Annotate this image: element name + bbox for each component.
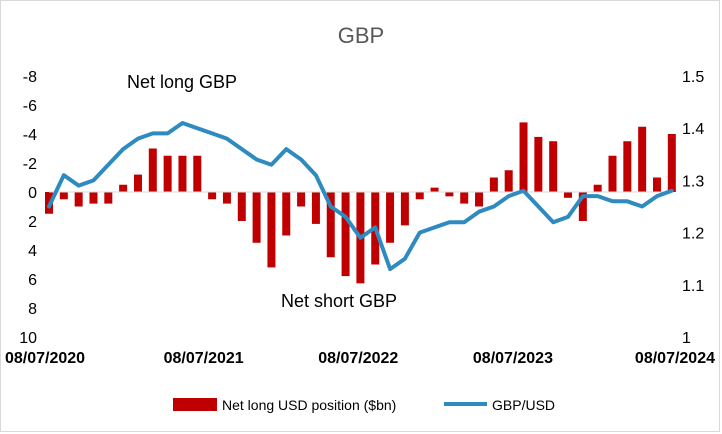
usd-position-bar [578,192,587,221]
usd-position-bar [638,126,647,192]
left-axis-tick-label: -4 [23,127,37,144]
usd-position-bar [519,122,528,192]
left-axis-tick-label: 10 [19,330,37,347]
right-axis-tick-label: 1.4 [682,121,704,138]
x-axis-ticks: 08/07/2020 08/07/2021 08/07/2022 08/07/2023… [5,350,715,367]
left-axis-tick-label: -8 [23,69,37,86]
annotation-net-long-gbp: Net long GBP [127,72,237,92]
usd-position-bar [74,192,83,207]
left-axis-tick-label: 2 [28,214,37,231]
usd-position-bar [148,148,157,192]
usd-position-bar [430,187,439,192]
left-axis-tick-label: -2 [23,156,37,173]
usd-position-bar [326,192,335,258]
legend-bar-label: Net long USD position ($bn) [222,397,396,413]
right-axis-tick-label: 1.3 [682,173,704,190]
usd-position-bar [104,192,113,204]
usd-position-bar [667,134,676,192]
usd-position-bar [237,192,246,221]
right-axis-tick-label: 1.5 [682,69,704,86]
left-axis-tick-label: 4 [28,243,37,260]
usd-position-bar [400,192,409,226]
usd-position-bar [623,141,632,192]
right-axis-ticks: 1.5 1.4 1.3 1.2 1.1 1 [682,69,704,347]
right-axis-tick-label: 1 [682,330,691,347]
right-axis-tick-label: 1.1 [682,278,704,295]
usd-position-bar [252,192,261,243]
usd-position-bar [341,192,350,277]
x-axis-tick-label: 08/07/2020 [5,350,85,367]
usd-position-bar [222,192,231,204]
usd-position-bar [608,155,617,192]
legend: Net long USD position ($bn) GBP/USD [173,397,555,413]
usd-position-bar [564,192,573,198]
usd-position-bar [267,192,276,268]
usd-position-bar [59,192,68,200]
left-axis-tick-label: 6 [28,272,37,289]
x-axis-tick-label: 08/07/2021 [164,350,244,367]
usd-position-bar [460,192,469,204]
gbpusd-line [47,121,674,272]
legend-bar-swatch [173,398,217,411]
usd-position-bar [208,192,217,200]
usd-position-bar [282,192,291,236]
x-axis-tick-label: 08/07/2022 [318,350,398,367]
usd-position-bar [593,184,602,192]
x-axis-tick-label: 08/07/2024 [635,350,715,367]
left-axis-tick-label: 8 [28,301,37,318]
left-axis-tick-label: -6 [23,98,37,115]
usd-position-bar [163,155,172,192]
usd-position-bar [311,192,320,224]
usd-position-bar [386,192,395,243]
usd-position-bar [178,155,187,192]
usd-position-bar [89,192,98,204]
usd-position-bar [475,192,484,207]
usd-position-bar [489,177,498,192]
net-long-usd-bars [45,122,676,284]
x-axis-tick-label: 08/07/2023 [473,350,553,367]
annotation-net-short-gbp: Net short GBP [281,291,397,311]
usd-position-bar [297,192,306,207]
usd-position-bar [133,174,142,192]
legend-line-label: GBP/USD [492,397,555,413]
left-axis-ticks: -8 -6 -4 -2 0 2 4 6 8 10 [19,69,37,347]
usd-position-bar [445,192,454,197]
usd-position-bar [119,184,128,192]
usd-position-bar [534,136,543,192]
right-axis-tick-label: 1.2 [682,226,704,243]
usd-position-bar [652,177,661,192]
usd-position-bar [415,192,424,200]
usd-position-bar [504,170,513,192]
chart-title: GBP [338,23,384,48]
usd-position-bar [549,141,558,192]
usd-position-bar [193,155,202,192]
left-axis-tick-label: 0 [28,185,37,202]
